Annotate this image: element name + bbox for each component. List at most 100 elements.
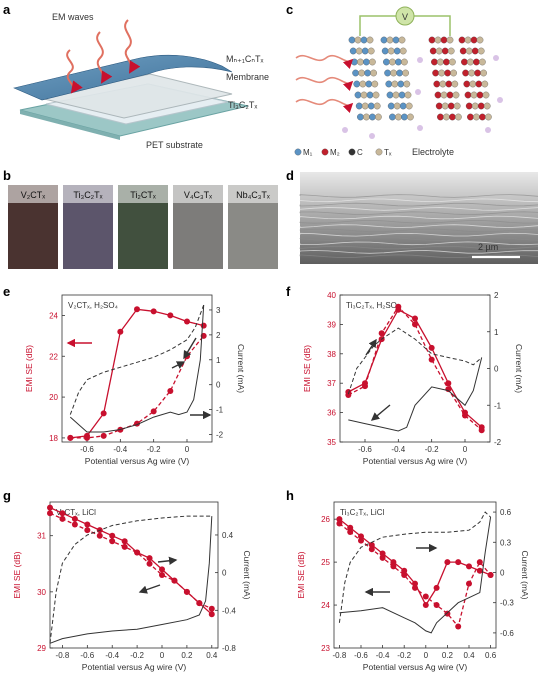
atom [369, 58, 376, 66]
atom [358, 69, 365, 77]
data-point [59, 515, 66, 522]
atom [435, 102, 443, 110]
series-line-dashed-dark [69, 304, 205, 415]
data-point [159, 572, 165, 578]
atom [463, 80, 471, 88]
atom [390, 69, 397, 77]
legend-marker [321, 148, 329, 156]
atom [446, 91, 454, 99]
atom [389, 113, 396, 121]
data-point [117, 328, 124, 335]
data-point [487, 572, 494, 578]
swatch-label-strip [173, 185, 223, 203]
data-point [150, 408, 157, 415]
atom [449, 113, 456, 121]
atom [464, 36, 472, 44]
atom [477, 102, 485, 110]
data-point [412, 315, 418, 322]
x-tick-label: -0.4 [105, 651, 119, 660]
data-point [100, 410, 107, 417]
atom [476, 36, 484, 44]
y-tick-label: 40 [327, 291, 336, 300]
em-wave-arrow-2 [96, 31, 113, 84]
atom [357, 58, 364, 66]
data-point [466, 580, 472, 587]
atom [354, 36, 362, 44]
data-point [433, 584, 440, 591]
y-tick-label: 24 [49, 311, 58, 320]
atom [485, 113, 492, 121]
panel-label-a: a [3, 2, 11, 17]
atom [365, 80, 373, 88]
atom [447, 102, 455, 110]
x-axis-title: Potential versus Ag wire (V) [363, 662, 468, 672]
atom [367, 47, 375, 55]
atom [399, 47, 407, 55]
atom [369, 113, 376, 121]
data-point [412, 584, 418, 591]
data-point [455, 559, 462, 566]
atom [392, 36, 400, 44]
atom [441, 47, 449, 55]
panel-label-b: b [3, 168, 11, 183]
atom [450, 69, 457, 77]
data-point [171, 577, 178, 584]
atom [375, 113, 382, 121]
y2-tick-label: -0.8 [222, 644, 236, 653]
atom [361, 47, 369, 55]
atom [459, 47, 467, 55]
series-line-solid-red [70, 308, 204, 439]
atom [471, 102, 479, 110]
atom [428, 36, 436, 44]
electrode-stack-m2-left [428, 36, 462, 121]
y2-tick-label: -0.3 [500, 599, 514, 608]
data-point [444, 559, 451, 566]
atom [387, 47, 395, 55]
data-point [422, 593, 429, 600]
atom [405, 102, 413, 110]
series-line-dashed-dark [347, 327, 483, 395]
atom [398, 91, 406, 99]
atom [475, 80, 483, 88]
y-axis-title: EMI SE (dB) [296, 551, 306, 598]
y-tick-label: 20 [49, 393, 58, 402]
chart-g: -0.8 -0.6 -0.4 -0.2 0 0.2 0.4 29 30 31 -0.8 -0.4 0 0.… [12, 501, 252, 672]
scale-bar-label: 2 µm [478, 242, 498, 252]
data-point [167, 312, 174, 319]
atom [366, 36, 374, 44]
atom [393, 47, 401, 55]
chart-annotation: V₂CTₓ, LiCl [56, 508, 96, 517]
direction-arrow [370, 404, 391, 421]
series-line-dashed-dark [338, 511, 491, 623]
atom [443, 58, 450, 66]
atom [461, 58, 468, 66]
voltmeter-symbol: V [402, 12, 408, 22]
atom [348, 36, 356, 44]
data-point [100, 432, 107, 439]
plot-frame [49, 501, 219, 649]
x-tick-label: -0.2 [425, 445, 439, 454]
y2-tick-label: 3 [216, 306, 221, 315]
data-point [167, 387, 174, 394]
atom [431, 58, 438, 66]
y2-tick-label: 2 [216, 331, 221, 340]
y2-tick-label: -2 [494, 438, 502, 447]
y-tick-label: 18 [49, 434, 58, 443]
sem-layer-line [299, 224, 539, 228]
y2-tick-label: 0 [222, 569, 227, 578]
x-tick-label: 0.2 [442, 651, 454, 660]
atom [432, 69, 439, 77]
panel-label-c: c [286, 2, 293, 17]
y-tick-label: 36 [327, 409, 336, 418]
atom [435, 47, 443, 55]
atom [483, 102, 491, 110]
em-wave-c-2 [295, 76, 354, 92]
atom [371, 80, 379, 88]
data-point [134, 549, 141, 556]
swatch-label-strip [8, 185, 58, 203]
atom [354, 91, 362, 99]
data-point [445, 380, 452, 387]
x-tick-label: -0.4 [113, 445, 127, 454]
y2-tick-label: -2 [216, 431, 224, 440]
data-point [412, 321, 418, 328]
